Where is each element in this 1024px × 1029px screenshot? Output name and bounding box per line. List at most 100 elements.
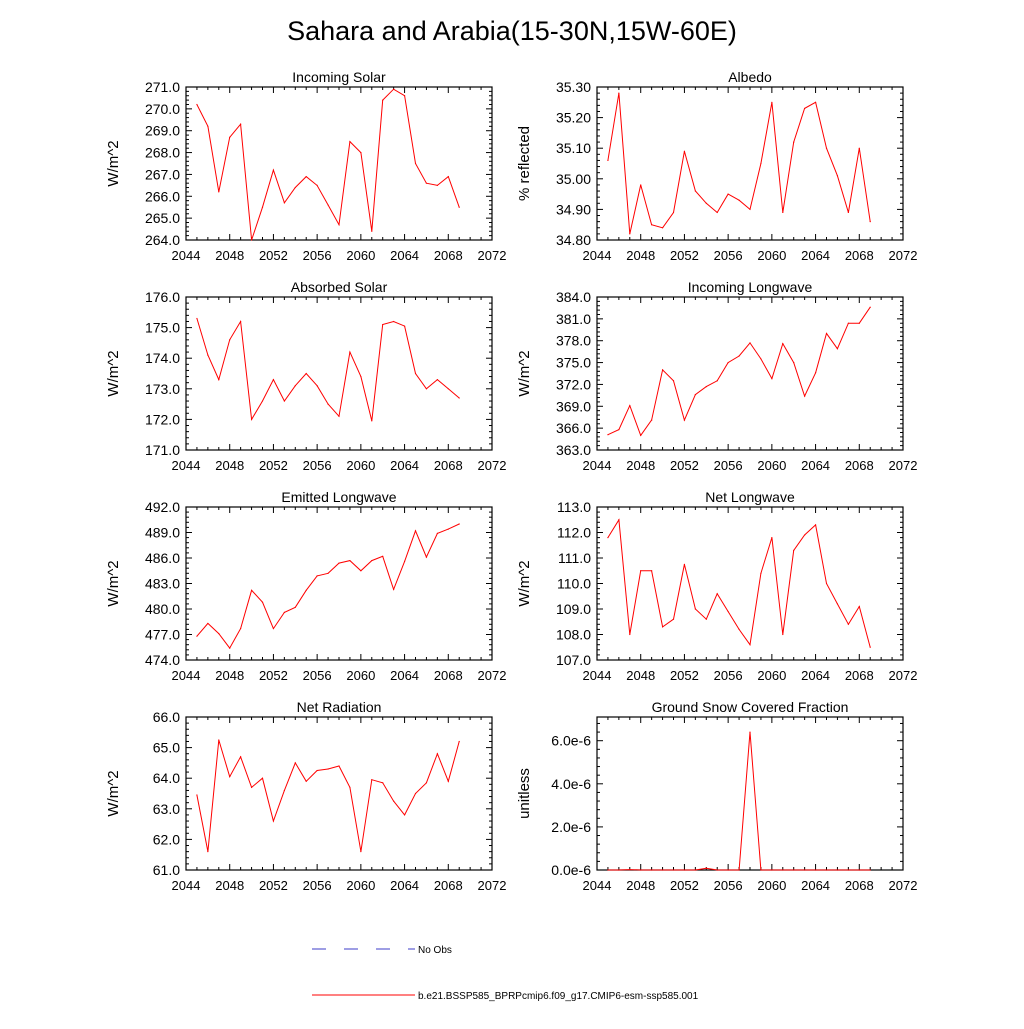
y-axis-label: % reflected — [516, 126, 533, 201]
panel-3: Absorbed Solar W/m^2 2044 2048 2052 2056 2060 2… — [105, 279, 506, 473]
x-tick-label: 2048 — [626, 878, 655, 893]
data-point — [436, 753, 438, 755]
data-point — [683, 150, 686, 152]
data-point — [382, 782, 384, 784]
data-point — [694, 394, 696, 396]
x-tick-label: 2056 — [303, 878, 332, 893]
data-point — [793, 869, 795, 871]
x-tick-label: 2056 — [714, 458, 743, 473]
data-point — [607, 159, 609, 162]
x-tick-label: 2060 — [346, 878, 375, 893]
data-point — [447, 780, 449, 782]
data-point — [738, 869, 740, 871]
data-point — [207, 851, 209, 853]
data-point — [640, 869, 642, 871]
panel-title: Net Radiation — [297, 699, 382, 715]
data-point — [825, 147, 828, 149]
panel-8: Ground Snow Covered Fraction unitless 2044… — [516, 699, 917, 893]
data-point — [858, 147, 860, 149]
data-point — [261, 400, 264, 402]
data-point — [683, 869, 686, 871]
y-tick-label: 363.0 — [556, 442, 591, 458]
y-tick-label: 65.0 — [153, 740, 180, 756]
data-point — [327, 204, 329, 206]
data-point — [683, 563, 686, 565]
data-point — [804, 869, 806, 871]
data-point — [196, 635, 198, 637]
data-point — [414, 372, 417, 375]
x-tick-label: 2056 — [303, 248, 332, 263]
data-point — [447, 528, 449, 530]
x-tick-label: 2056 — [714, 878, 743, 893]
x-tick-label: 2060 — [757, 878, 786, 893]
panel-4: Incoming Longwave W/m^2 2044 2048 2052 2056 20… — [516, 279, 917, 473]
data-point — [847, 623, 849, 625]
data-point — [825, 869, 828, 871]
data-point — [393, 320, 395, 323]
data-point — [327, 403, 329, 405]
y-tick-label: 35.00 — [556, 171, 591, 187]
x-tick-label: 2060 — [346, 248, 375, 263]
data-point — [250, 589, 253, 591]
data-point — [694, 869, 696, 871]
data-point — [782, 869, 784, 871]
data-point — [338, 765, 340, 767]
data-point — [436, 532, 438, 534]
data-point — [738, 199, 740, 201]
x-tick-label: 2048 — [215, 248, 244, 263]
y-tick-label: 477.0 — [145, 627, 180, 643]
data-point — [240, 627, 242, 630]
data-point — [229, 647, 231, 649]
y-tick-label: 266.0 — [145, 188, 180, 204]
x-tick-label: 2072 — [889, 668, 918, 683]
y-tick-label: 64.0 — [153, 770, 180, 786]
y-tick-label: 108.0 — [556, 627, 591, 643]
data-point — [403, 95, 406, 97]
data-point — [338, 415, 340, 417]
data-point — [651, 570, 653, 572]
y-tick-label: 384.0 — [556, 289, 591, 305]
x-tick-label: 2072 — [478, 878, 507, 893]
data-point — [196, 317, 198, 320]
data-point — [294, 606, 296, 608]
data-point — [316, 184, 318, 186]
data-point — [607, 434, 609, 436]
data-point — [207, 354, 209, 356]
data-point — [305, 780, 307, 782]
data-point — [218, 633, 220, 635]
data-point — [305, 176, 307, 178]
data-point — [338, 224, 340, 226]
x-tick-label: 2052 — [259, 668, 288, 683]
y-tick-label: 474.0 — [145, 652, 180, 668]
data-point — [716, 869, 718, 871]
data-point — [651, 869, 653, 871]
data-point — [261, 777, 264, 779]
data-point — [640, 184, 642, 186]
data-point — [283, 202, 285, 204]
data-point — [371, 420, 373, 422]
data-point — [869, 869, 871, 871]
data-point — [629, 233, 631, 235]
data-point — [672, 211, 675, 214]
legend-obs-label: No Obs — [418, 945, 452, 956]
x-tick-label: 2060 — [757, 248, 786, 263]
legend-model-label: b.e21.BSSP585_BPRPcmip6.f09_g17.CMIP6-es… — [418, 991, 699, 1002]
x-tick-label: 2064 — [801, 878, 830, 893]
data-point — [338, 562, 340, 564]
x-tick-label: 2072 — [478, 668, 507, 683]
data-point — [705, 202, 707, 204]
figure-title: Sahara and Arabia(15-30N,15W-60E) — [287, 16, 737, 46]
data-point — [436, 184, 438, 186]
data-point — [760, 869, 762, 871]
y-tick-label: 107.0 — [556, 652, 591, 668]
data-point — [327, 768, 329, 770]
x-tick-label: 2064 — [801, 458, 830, 473]
data-point — [250, 418, 253, 420]
x-tick-label: 2072 — [478, 248, 507, 263]
data-point — [240, 123, 242, 125]
x-tick-label: 2060 — [346, 458, 375, 473]
data-point — [814, 372, 817, 374]
data-point — [640, 434, 642, 437]
data-point — [458, 523, 460, 525]
